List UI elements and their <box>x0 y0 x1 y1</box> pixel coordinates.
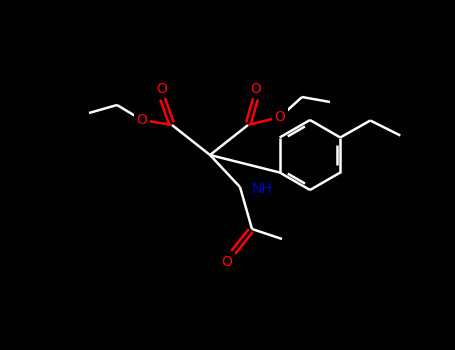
Text: O: O <box>157 82 167 96</box>
Text: O: O <box>136 113 147 127</box>
Text: O: O <box>274 110 285 124</box>
Text: NH: NH <box>252 182 273 196</box>
Text: O: O <box>251 82 262 96</box>
Text: O: O <box>222 255 233 269</box>
